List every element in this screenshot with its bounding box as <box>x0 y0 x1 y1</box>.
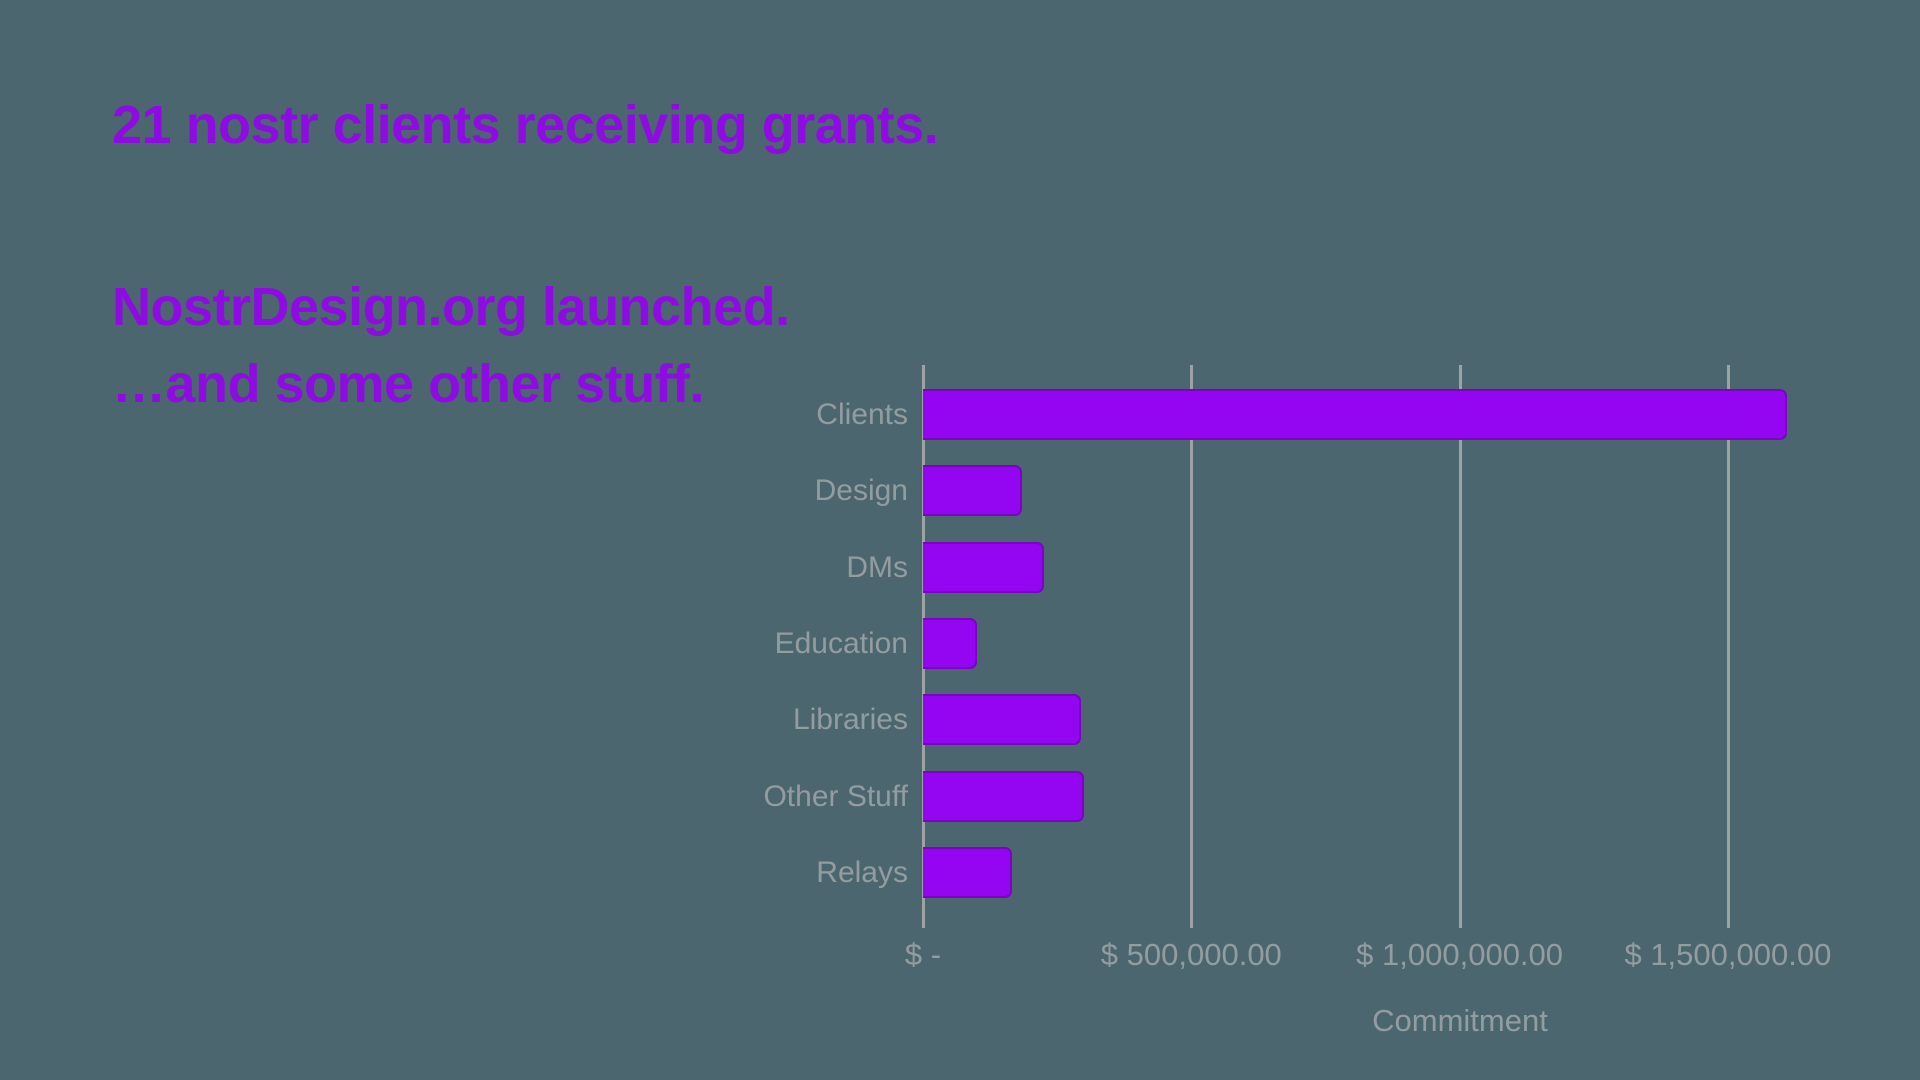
category-label-relays: Relays <box>816 855 908 889</box>
x-tick-label: $ - <box>904 937 942 972</box>
x-tick-label: $ 500,000.00 <box>1100 937 1282 972</box>
x-axis-title: Commitment <box>1372 1003 1548 1038</box>
category-label-education: Education <box>774 626 908 660</box>
bar-other-stuff <box>923 770 1084 822</box>
bar-dms <box>923 541 1044 593</box>
bar-clients <box>923 389 1787 440</box>
commitment-bar-chart: Commitment $ - $ 500,000.00 $ 1,000,000.00… <box>763 365 1831 1038</box>
heading-nostrdesign-launched: NostrDesign.org launched. <box>112 277 790 337</box>
category-label-clients: Clients <box>816 398 908 431</box>
gridline <box>1726 365 1730 928</box>
heading-grants: 21 nostr clients receiving grants. <box>112 95 939 155</box>
bar-education <box>923 617 977 669</box>
bar-design <box>923 465 1023 517</box>
category-label-design: Design <box>814 474 908 508</box>
category-label-libraries: Libraries <box>792 703 908 737</box>
category-label-other-stuff: Other Stuff <box>763 779 908 813</box>
gridline <box>1190 365 1194 928</box>
gridline <box>1458 365 1462 928</box>
x-tick-label: $ 1,000,000.00 <box>1356 937 1564 972</box>
heading-other-stuff: …and some other stuff. <box>112 354 705 414</box>
bar-relays <box>923 846 1012 898</box>
category-label-dms: DMs <box>846 550 908 584</box>
x-tick-label: $ 1,500,000.00 <box>1624 937 1832 972</box>
bar-libraries <box>923 694 1082 746</box>
